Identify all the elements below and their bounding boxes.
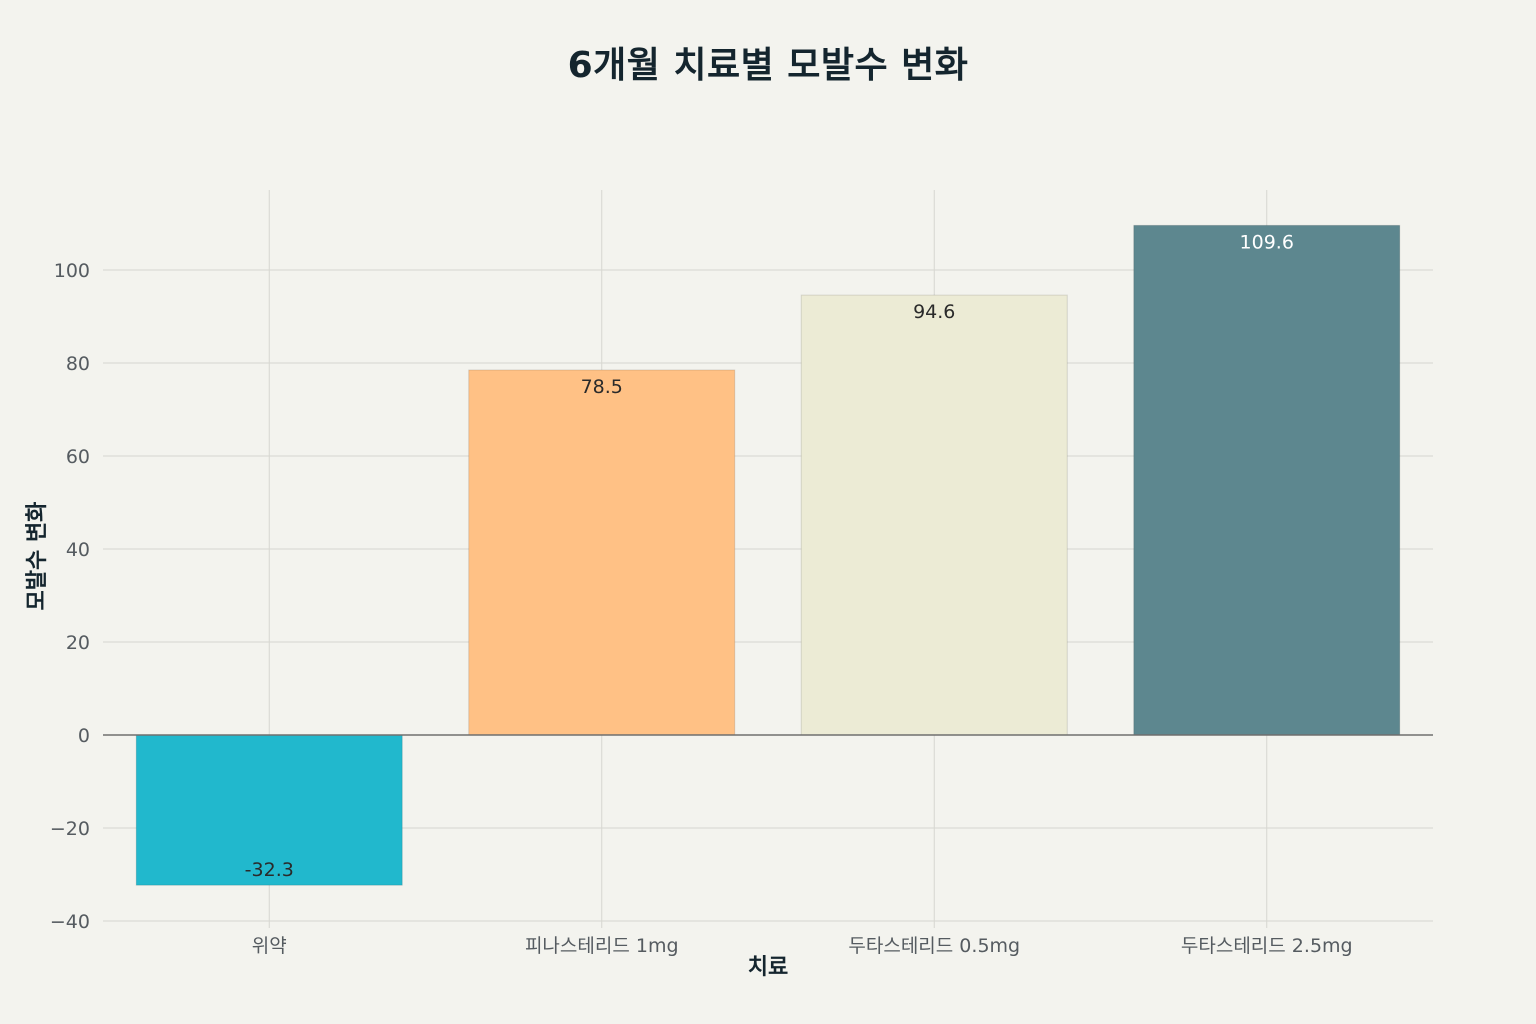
y-tick-label: −20 [50, 818, 90, 840]
x-tick-label: 두타스테리드 2.5mg [1181, 935, 1353, 957]
x-tick-label: 두타스테리드 0.5mg [848, 935, 1020, 957]
bar [1133, 224, 1401, 736]
bar [800, 294, 1068, 736]
bar-value-label: -32.3 [245, 859, 294, 881]
y-tick-label: 60 [66, 446, 90, 468]
y-tick-label: 20 [66, 632, 90, 654]
y-tick-label: 40 [66, 539, 90, 561]
x-tick-label: 피나스테리드 1mg [525, 935, 679, 957]
label-layer: −40 −20 0 20 40 60 80 100 -32.3 위약 78.5 피나스테리드 1mg 9… [50, 231, 1353, 957]
y-tick-label: 80 [66, 353, 90, 375]
x-tick-label: 위약 [252, 935, 287, 957]
y-tick-label: −40 [50, 911, 90, 933]
bar-value-label: 78.5 [581, 376, 623, 398]
bar [135, 734, 403, 886]
y-tick-label: 0 [78, 725, 90, 747]
chart-title: 6개월 치료별 모발수 변화 [567, 45, 969, 86]
y-tick-label: 100 [54, 260, 90, 282]
bar-value-label: 94.6 [913, 301, 955, 323]
y-axis-title: 모발수 변화 [25, 502, 50, 611]
bar [468, 369, 736, 736]
bar-value-label: 109.6 [1240, 231, 1294, 253]
x-axis-title: 치료 [748, 955, 788, 980]
bar-layer [135, 224, 1401, 886]
